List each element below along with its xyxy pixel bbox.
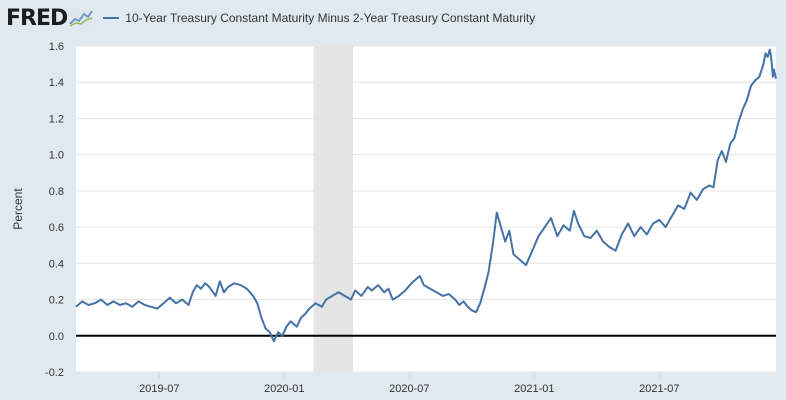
y-tick-label: 0.4 <box>49 258 64 270</box>
y-tick-label: 0.2 <box>49 295 64 307</box>
series-group <box>75 48 777 343</box>
x-axis-ticks: 2019-07 2020-01 2020-07 2021-01 2021-07 <box>139 372 680 395</box>
y-tick-label: 1.0 <box>49 150 64 162</box>
y-tick-label: 0.0 <box>49 331 64 343</box>
y-tick-label: 0.8 <box>49 186 64 198</box>
chart-header: FRED 10-Year Treasury Constant Maturity … <box>0 0 786 36</box>
legend-series-swatch <box>103 17 120 19</box>
x-tick-label: 2019-07 <box>139 383 179 395</box>
y-tick-label: 1.2 <box>49 113 64 125</box>
y-tick-label: 1.4 <box>49 77 64 89</box>
y-tick-label: -0.2 <box>45 367 64 379</box>
y-tick-label: 0.6 <box>49 222 64 234</box>
fred-logo-text: FRED <box>6 5 68 31</box>
y-tick-label: 1.6 <box>49 41 64 53</box>
plot-background <box>76 46 776 372</box>
recession-band <box>313 46 354 372</box>
x-tick-label: 2021-07 <box>639 383 679 395</box>
legend-series-label: 10-Year Treasury Constant Maturity Minus… <box>125 11 536 25</box>
trend-chart-icon <box>69 9 94 27</box>
fred-logo[interactable]: FRED <box>6 3 94 33</box>
y-axis-ticks: -0.2 0.0 0.2 0.4 0.6 0.8 1.0 1.2 1.4 1.6 <box>45 41 64 379</box>
recession-shading <box>313 46 354 372</box>
x-tick-label: 2020-01 <box>264 383 304 395</box>
chart-legend[interactable]: 10-Year Treasury Constant Maturity Minus… <box>103 11 535 25</box>
y-axis-title: Percent <box>11 188 25 230</box>
x-tick-label: 2020-07 <box>389 383 429 395</box>
x-tick-label: 2021-01 <box>514 383 554 395</box>
series-line[interactable] <box>75 48 777 343</box>
